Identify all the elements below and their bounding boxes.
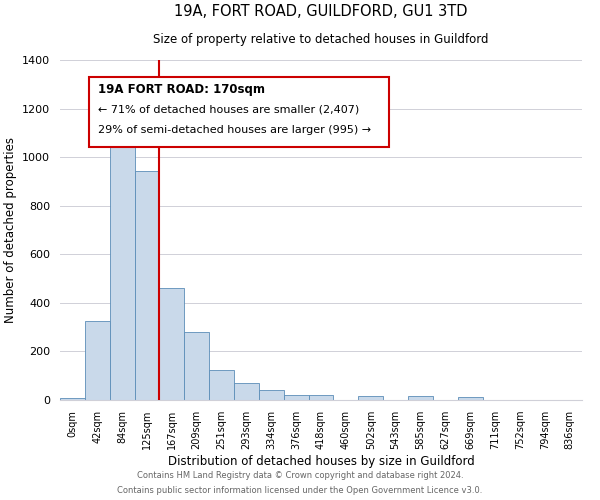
Bar	[60, 398, 85, 400]
Text: Contains public sector information licensed under the Open Government Licence v3: Contains public sector information licen…	[118, 486, 482, 495]
Text: ← 71% of detached houses are smaller (2,407): ← 71% of detached houses are smaller (2,…	[98, 104, 359, 114]
Bar	[408, 396, 433, 400]
Text: Contains HM Land Registry data © Crown copyright and database right 2024.: Contains HM Land Registry data © Crown c…	[137, 471, 463, 480]
Bar	[209, 370, 234, 400]
Bar	[184, 332, 209, 400]
Bar	[160, 288, 184, 400]
Bar	[259, 390, 284, 400]
Bar	[308, 395, 334, 400]
FancyBboxPatch shape	[89, 77, 389, 146]
Text: 19A, FORT ROAD, GUILDFORD, GU1 3TD: 19A, FORT ROAD, GUILDFORD, GU1 3TD	[174, 4, 468, 19]
Text: 29% of semi-detached houses are larger (995) →: 29% of semi-detached houses are larger (…	[98, 126, 371, 136]
Bar	[110, 130, 134, 400]
Bar	[458, 396, 482, 400]
Text: Size of property relative to detached houses in Guildford: Size of property relative to detached ho…	[153, 34, 489, 46]
Bar	[234, 384, 259, 400]
X-axis label: Distribution of detached houses by size in Guildford: Distribution of detached houses by size …	[167, 455, 475, 468]
Bar	[85, 321, 110, 400]
Bar	[284, 395, 308, 400]
Y-axis label: Number of detached properties: Number of detached properties	[4, 137, 17, 323]
Text: 19A FORT ROAD: 170sqm: 19A FORT ROAD: 170sqm	[98, 83, 265, 96]
Bar	[358, 396, 383, 400]
Bar	[134, 170, 160, 400]
